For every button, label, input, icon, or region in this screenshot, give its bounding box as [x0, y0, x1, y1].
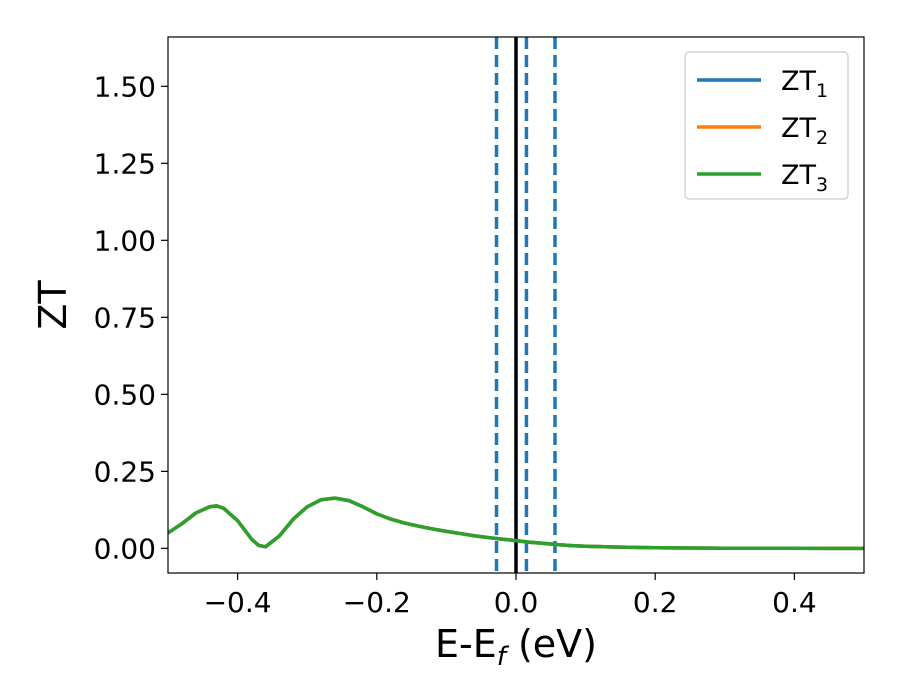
vertical-lines [494, 37, 557, 573]
legend-box [684, 51, 849, 200]
y-tick-label: 1.50 [94, 70, 156, 103]
x-tick-label: 0.0 [494, 586, 539, 619]
y-tick-label: 0.50 [94, 378, 156, 411]
x-axis-ticks: −0.4 −0.2 0.0 0.2 0.4 [204, 573, 817, 619]
y-tick-label: 0.25 [94, 455, 156, 488]
legend: ZT1 ZT2 ZT3 [684, 51, 849, 200]
legend-label-zt3: ZT3 [781, 160, 828, 196]
series-line-zt3 [168, 496, 864, 551]
y-axis-label: ZT [31, 280, 75, 330]
x-axis-label: E-Ef (eV) [435, 622, 597, 672]
y-tick-label: 0.00 [94, 532, 156, 565]
y-tick-label: 1.25 [94, 147, 156, 180]
series-lines [168, 496, 864, 551]
x-tick-label: −0.2 [343, 586, 411, 619]
x-axis-label-suffix: (eV) [506, 622, 597, 666]
x-axis-label-base: E-E [435, 622, 497, 666]
x-tick-label: 0.4 [772, 586, 817, 619]
legend-label-zt2: ZT2 [781, 113, 828, 149]
y-axis-ticks: 0.00 0.25 0.50 0.75 1.00 1.25 1.50 [94, 70, 168, 565]
y-tick-label: 1.00 [94, 224, 156, 257]
legend-label-zt1: ZT1 [781, 66, 828, 102]
x-tick-label: −0.4 [204, 586, 272, 619]
x-tick-label: 0.2 [633, 586, 678, 619]
y-tick-label: 0.75 [94, 301, 156, 334]
